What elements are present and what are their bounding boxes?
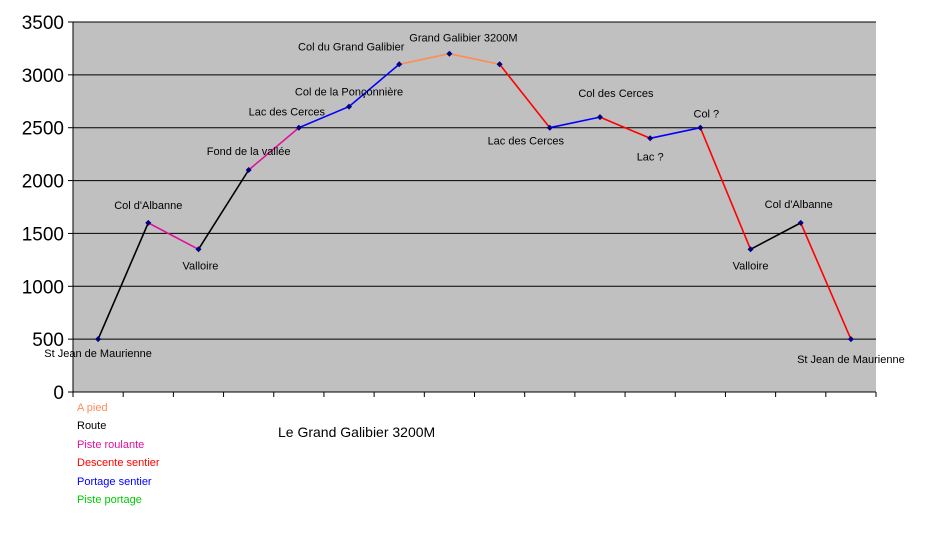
legend: A pied Route Piste roulante Descente sentie… xyxy=(77,399,160,509)
point-label: Valloire xyxy=(183,260,219,272)
point-markers xyxy=(95,50,854,343)
route-segment xyxy=(399,52,450,66)
data-point-marker xyxy=(647,135,654,142)
y-tick-label: 500 xyxy=(32,330,64,351)
route-segment xyxy=(699,127,752,250)
y-tick-label: 3000 xyxy=(22,66,64,87)
gridlines xyxy=(73,21,876,340)
legend-item: Piste roulante xyxy=(77,438,145,451)
point-label: Col d'Albanne xyxy=(114,200,182,212)
y-axis-ticks: 0 500 1000 1500 2000 2500 3000 3500 xyxy=(22,13,73,404)
point-label: Col de la Ponçonnière xyxy=(295,87,403,99)
data-point-marker xyxy=(195,246,202,253)
route-segment xyxy=(799,222,852,340)
legend-item: Descente sentier xyxy=(77,457,160,470)
data-point-marker xyxy=(95,336,102,343)
data-point-marker xyxy=(797,219,804,226)
route-segments xyxy=(97,52,852,340)
point-label: Lac des Cerces xyxy=(488,136,565,148)
data-point-marker xyxy=(747,246,754,253)
data-point-marker xyxy=(245,167,252,173)
data-point-marker xyxy=(697,124,704,131)
point-label: Lac ? xyxy=(637,151,664,163)
y-tick-label: 1500 xyxy=(22,224,64,245)
route-segment xyxy=(348,63,400,108)
data-point-marker xyxy=(496,61,503,68)
point-label: Fond de la vallée xyxy=(207,146,291,158)
data-point-marker xyxy=(145,219,152,226)
point-label: Valloire xyxy=(733,260,769,272)
point-label: Col d'Albanne xyxy=(765,199,833,211)
data-point-marker xyxy=(346,103,353,110)
x-axis-ticks xyxy=(72,392,877,397)
data-point-marker xyxy=(446,50,453,57)
route-segment xyxy=(649,126,701,140)
point-label: Col du Grand Galibier xyxy=(298,41,405,53)
route-segment xyxy=(197,169,250,250)
y-tick-label: 2500 xyxy=(22,119,64,140)
legend-item: Piste portage xyxy=(77,493,142,506)
data-point-marker xyxy=(295,124,302,131)
legend-item: Portage sentier xyxy=(77,475,152,488)
y-tick-label: 0 xyxy=(53,383,64,404)
y-tick-label: 2000 xyxy=(22,172,64,193)
data-point-marker xyxy=(596,114,603,121)
point-labels: St Jean de Maurienne Col d'Albanne Valloir… xyxy=(44,33,904,366)
route-segment xyxy=(599,116,651,140)
data-point-marker xyxy=(546,124,553,131)
y-tick-label: 1000 xyxy=(22,277,64,298)
route-segment xyxy=(498,63,551,129)
y-tick-label: 3500 xyxy=(22,13,64,34)
point-label: St Jean de Maurienne xyxy=(797,354,905,366)
route-segment xyxy=(97,222,150,340)
plot-area xyxy=(73,22,876,392)
point-label: Grand Galibier 3200M xyxy=(409,33,517,45)
data-point-marker xyxy=(847,336,854,343)
point-label: Lac des Cerces xyxy=(249,107,326,119)
point-label: Col des Cerces xyxy=(578,88,654,100)
route-segment xyxy=(248,127,300,171)
route-segment xyxy=(147,222,199,250)
legend-item: A pied xyxy=(77,402,108,414)
legend-item: Route xyxy=(77,420,107,433)
route-segment xyxy=(549,116,601,129)
chart-title: Le Grand Galibier 3200M xyxy=(278,424,436,440)
data-point-marker xyxy=(396,61,403,68)
point-label: Col ? xyxy=(694,109,720,121)
route-segment xyxy=(298,105,350,129)
point-label: St Jean de Maurienne xyxy=(44,348,152,360)
route-segment xyxy=(750,222,802,250)
route-segment xyxy=(449,52,500,66)
